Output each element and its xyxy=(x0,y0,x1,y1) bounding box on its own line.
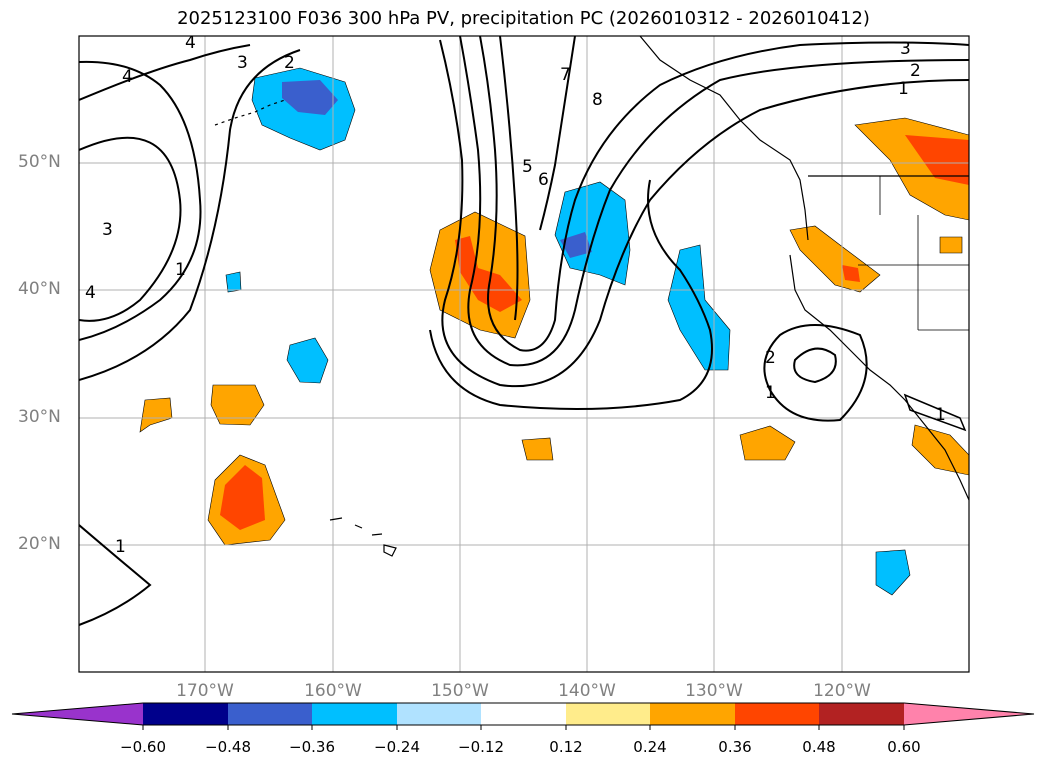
colorbar-tick-label: −0.24 xyxy=(374,738,420,756)
colorbar xyxy=(11,702,1035,730)
neg-anomaly-aleutian-core xyxy=(282,80,338,115)
contour-labels: 4 3 2 4 3 4 1 7 8 5 6 3 2 1 2 1 1 1 xyxy=(85,33,946,557)
colorbar-tick-label: −0.48 xyxy=(205,738,251,756)
pos-anomaly-nw-core xyxy=(905,135,969,185)
contour-label: 3 xyxy=(102,220,113,240)
pos-anomaly-central-core xyxy=(455,236,522,312)
colorbar-segment xyxy=(228,703,312,725)
plot-frame xyxy=(78,35,970,673)
colorbar-tick-label: 0.12 xyxy=(549,738,583,756)
pos-anomaly-coast-1-core xyxy=(842,265,860,282)
pos-anomaly-small-5 xyxy=(939,236,963,254)
contour-label: 5 xyxy=(522,157,533,177)
colorbar-tick-label: −0.60 xyxy=(120,738,166,756)
contour-label: 1 xyxy=(935,405,946,425)
neg-anomaly-small-1 xyxy=(286,337,329,384)
hawaii-islands xyxy=(329,517,397,557)
colorbar-tick-label: 0.36 xyxy=(718,738,752,756)
map-title: 2025123100 F036 300 hPa PV, precipitatio… xyxy=(177,8,870,29)
colorbar-tick-label: −0.12 xyxy=(458,738,504,756)
contour-label: 1 xyxy=(898,79,909,99)
contour-label: 2 xyxy=(284,53,295,73)
lat-label: 20°N xyxy=(18,534,61,554)
neg-anomaly-140w-core xyxy=(560,232,592,258)
neg-anomaly-small-2 xyxy=(225,271,242,293)
colorbar-segment xyxy=(819,703,904,725)
colorbar-tick-label: 0.24 xyxy=(633,738,667,756)
contour-label: 2 xyxy=(910,61,921,81)
contour-label: 3 xyxy=(900,39,911,59)
state-borders xyxy=(858,176,969,331)
pos-anomaly-sw-1 xyxy=(210,384,265,426)
pos-anomaly-small-3 xyxy=(521,437,554,461)
lat-label: 30°N xyxy=(18,407,61,427)
precip-anomaly-fills xyxy=(139,67,969,596)
contour-label: 4 xyxy=(122,67,133,87)
pos-anomaly-small-4 xyxy=(739,425,796,461)
coastlines xyxy=(214,36,969,557)
lat-label: 40°N xyxy=(18,279,61,299)
contour-label: 1 xyxy=(765,383,776,403)
neg-anomaly-south xyxy=(875,549,911,596)
colorbar-segment xyxy=(650,703,735,725)
contour-label: 4 xyxy=(85,283,96,303)
colorbar-segment xyxy=(143,703,228,725)
colorbar-extend-right xyxy=(904,703,1034,725)
pos-anomaly-coast-1 xyxy=(789,225,881,293)
colorbar-segment xyxy=(312,703,397,725)
contour-label: 1 xyxy=(175,260,186,280)
alaska-coast xyxy=(639,36,809,241)
aleutian-chain xyxy=(214,99,286,126)
contour-label: 3 xyxy=(237,53,248,73)
lat-label: 50°N xyxy=(18,152,61,172)
lon-label: 140°W xyxy=(558,681,616,701)
colorbar-tick-label: −0.36 xyxy=(289,738,335,756)
colorbar-segment xyxy=(735,703,819,725)
pos-anomaly-sw-3 xyxy=(139,397,173,433)
contour-label: 4 xyxy=(185,33,196,53)
contour-label: 1 xyxy=(115,537,126,557)
lon-label: 170°W xyxy=(176,681,234,701)
lon-label: 160°W xyxy=(304,681,362,701)
graticule xyxy=(79,36,969,672)
lon-label: 130°W xyxy=(685,681,743,701)
lon-label: 120°W xyxy=(813,681,871,701)
contour-label: 8 xyxy=(592,90,603,110)
map-plot-area: 4 3 2 4 3 4 1 7 8 5 6 3 2 1 2 1 1 1 xyxy=(79,33,969,672)
pos-anomaly-sw-2-core xyxy=(220,465,265,530)
colorbar-tick-label: 0.48 xyxy=(802,738,836,756)
colorbar-segment xyxy=(397,703,481,725)
colorbar-segment xyxy=(566,703,650,725)
pos-anomaly-sw-coast xyxy=(911,424,969,476)
colorbar-tick-label: 0.60 xyxy=(887,738,921,756)
pv-contours xyxy=(79,36,969,626)
neg-anomaly-130w xyxy=(667,244,731,371)
contour-label: 7 xyxy=(560,65,571,85)
contour-label: 2 xyxy=(765,348,776,368)
contour-label: 6 xyxy=(538,170,549,190)
closed-contour-2 xyxy=(763,324,868,422)
west-coast-us xyxy=(789,254,969,501)
lon-label: 150°W xyxy=(431,681,489,701)
colorbar-extend-left xyxy=(12,703,143,725)
colorbar-segment xyxy=(481,703,566,725)
